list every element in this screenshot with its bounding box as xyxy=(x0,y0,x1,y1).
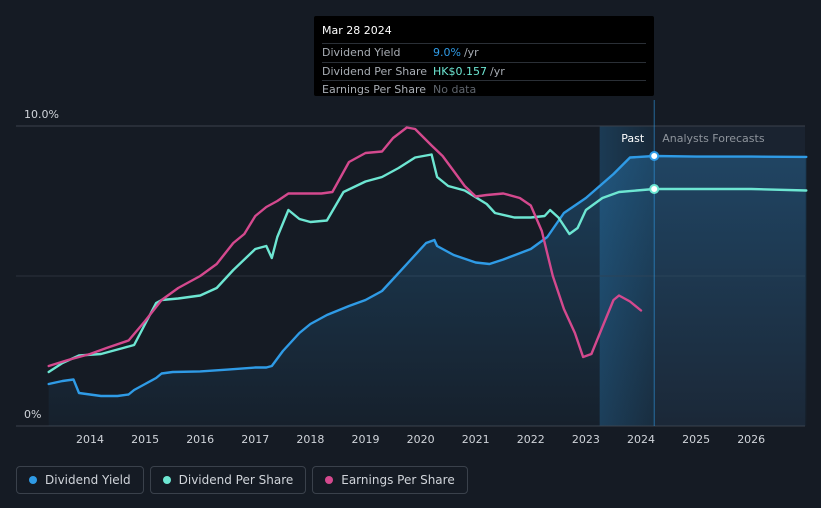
legend-label: Dividend Per Share xyxy=(178,473,294,487)
dividend-yield-marker xyxy=(649,151,660,161)
series-layer xyxy=(47,126,808,426)
dividend-per-share-line xyxy=(47,153,808,374)
tooltip-row-dividend-yield: Dividend Yield 9.0% /yr xyxy=(322,43,646,62)
x-tick-label: 2014 xyxy=(76,433,104,446)
tooltip-label: Earnings Per Share xyxy=(322,83,427,97)
x-tick-label: 2022 xyxy=(517,433,545,446)
y-axis-bottom-label: 0% xyxy=(24,408,41,421)
x-tick-label: 2023 xyxy=(572,433,600,446)
tooltip-label: Dividend Yield xyxy=(322,46,401,60)
x-tick-label: 2017 xyxy=(241,433,269,446)
legend-item-dividend-yield[interactable]: Dividend Yield xyxy=(16,466,144,494)
forecast-label: Analysts Forecasts xyxy=(662,132,765,145)
legend-dot-icon xyxy=(162,476,171,484)
dividend-yield-area xyxy=(48,156,807,426)
tooltip-row-dividend-per-share: Dividend Per Share HK$0.157 /yr xyxy=(322,61,646,81)
tooltip-value: 9.0% xyxy=(433,46,461,60)
tooltip-value: No data xyxy=(433,83,477,97)
tooltip-row-earnings-per-share: Earnings Per Share No data xyxy=(322,80,646,99)
earnings-per-share-line xyxy=(47,126,643,368)
x-axis-ticks: 2014 2015 2016 2017 2018 2019 2020 2021 2022 2023… xyxy=(76,433,765,446)
x-tick-label: 2020 xyxy=(407,433,435,446)
tooltip: Mar 28 2024 Dividend Yield 9.0% /yr Divi… xyxy=(314,16,654,96)
x-tick-label: 2026 xyxy=(737,433,765,446)
legend-item-dividend-per-share[interactable]: Dividend Per Share xyxy=(149,466,307,494)
x-tick-label: 2021 xyxy=(462,433,490,446)
x-tick-label: 2019 xyxy=(352,433,380,446)
tooltip-unit: /yr xyxy=(463,46,479,60)
past-label: Past xyxy=(621,132,645,145)
y-axis-top-label: 10.0% xyxy=(24,108,59,121)
x-tick-label: 2016 xyxy=(186,433,214,446)
legend-label: Earnings Per Share xyxy=(341,473,455,487)
legend-label: Dividend Yield xyxy=(45,473,131,487)
marker-layer xyxy=(649,151,660,194)
dividend-yield-line xyxy=(47,154,808,398)
x-tick-label: 2018 xyxy=(296,433,324,446)
x-tick-label: 2025 xyxy=(682,433,710,446)
tooltip-label: Dividend Per Share xyxy=(322,64,428,78)
legend-dot-icon xyxy=(325,476,334,484)
tooltip-value: HK$0.157 xyxy=(433,64,487,78)
legend: Dividend Yield Dividend Per Share Earnin… xyxy=(16,466,468,494)
legend-dot-icon xyxy=(29,476,37,484)
x-tick-label: 2024 xyxy=(627,433,655,446)
tooltip-date: Mar 28 2024 xyxy=(322,24,392,37)
legend-item-earnings-per-share[interactable]: Earnings Per Share xyxy=(312,466,468,494)
dividend-per-share-marker xyxy=(649,184,660,194)
x-tick-label: 2015 xyxy=(131,433,159,446)
tooltip-unit: /yr xyxy=(489,64,505,78)
